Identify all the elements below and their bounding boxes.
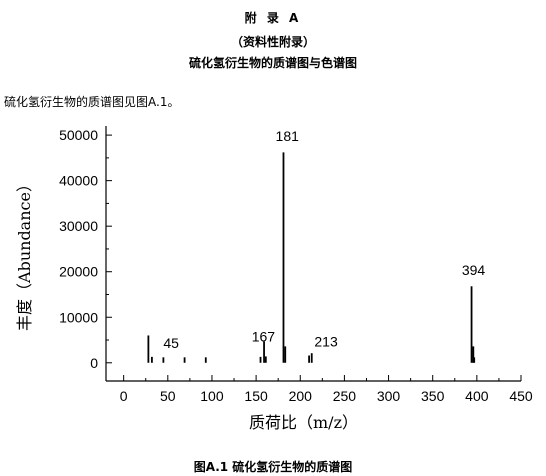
appendix-heading: 硫化氢衍生物的质谱图与色谱图 — [188, 56, 357, 70]
x-tick-label: 400 — [465, 388, 489, 404]
x-tick-label: 300 — [377, 388, 401, 404]
x-tick-label: 200 — [289, 388, 313, 404]
chart-axes: 0 10000 20000 30000 40000 50000 0 50 100 150 200 25… — [59, 126, 533, 404]
peak-label: 167 — [252, 328, 276, 344]
x-tick-label: 450 — [509, 388, 533, 404]
x-axis-title: 质荷比（m/z） — [249, 413, 358, 432]
x-tick-label: 250 — [333, 388, 357, 404]
peak-label: 213 — [314, 333, 338, 349]
y-axis-title: 丰度（Abundance） — [15, 176, 34, 331]
x-tick-label: 100 — [200, 388, 224, 404]
peak-label: 394 — [462, 262, 486, 278]
y-tick-label: 10000 — [59, 309, 98, 325]
x-tick-label: 150 — [244, 388, 268, 404]
y-tick-label: 20000 — [59, 264, 98, 280]
intro-paragraph: 硫化氢衍生物的质谱图见图A.1。 — [4, 95, 180, 109]
peak-label: 45 — [163, 335, 179, 351]
appendix-title: 附 录 A — [244, 11, 302, 25]
chart-labels: 45 167 181 213 394 — [163, 128, 485, 351]
x-tick-label: 0 — [120, 388, 128, 404]
y-tick-label: 0 — [90, 355, 98, 371]
peak-label: 181 — [276, 128, 300, 144]
figure-caption: 图A.1 硫化氢衍生物的质谱图 — [193, 460, 353, 474]
x-tick-label: 350 — [421, 388, 445, 404]
appendix-note: （资料性附录） — [230, 35, 315, 49]
x-tick-label: 50 — [160, 388, 176, 404]
y-tick-label: 30000 — [59, 218, 98, 234]
chart-bars — [147, 152, 476, 363]
y-tick-label: 40000 — [59, 173, 98, 189]
y-tick-label: 50000 — [59, 127, 98, 143]
